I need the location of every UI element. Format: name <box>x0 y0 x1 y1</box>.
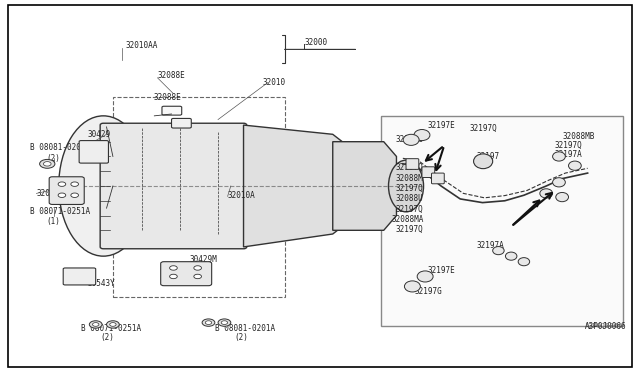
Circle shape <box>90 321 102 328</box>
Text: 32088E: 32088E <box>157 71 185 80</box>
Circle shape <box>170 266 177 270</box>
Circle shape <box>202 319 215 326</box>
Text: 32197A: 32197A <box>554 150 582 159</box>
Text: 32197Q: 32197Q <box>395 184 423 193</box>
FancyBboxPatch shape <box>406 159 419 169</box>
Text: 32197E: 32197E <box>427 121 455 129</box>
Ellipse shape <box>414 129 430 141</box>
Ellipse shape <box>552 178 565 187</box>
Circle shape <box>58 193 66 198</box>
Text: 32197Q: 32197Q <box>395 205 423 214</box>
Text: B 08071-0251A: B 08071-0251A <box>81 324 141 333</box>
Text: B 08071-0251A: B 08071-0251A <box>30 207 90 217</box>
Circle shape <box>109 323 116 326</box>
Ellipse shape <box>493 247 504 255</box>
Ellipse shape <box>59 116 148 256</box>
Ellipse shape <box>568 161 581 170</box>
Text: (2): (2) <box>100 333 114 342</box>
Circle shape <box>71 193 79 198</box>
Text: 32088M: 32088M <box>395 174 423 183</box>
Ellipse shape <box>506 252 517 260</box>
Text: 32197Q: 32197Q <box>395 225 423 234</box>
FancyBboxPatch shape <box>49 177 84 205</box>
Text: 32010: 32010 <box>262 78 286 87</box>
Text: (2): (2) <box>46 154 60 163</box>
Text: 30429: 30429 <box>88 130 111 139</box>
FancyBboxPatch shape <box>172 118 191 128</box>
Text: 32197Q: 32197Q <box>554 141 582 150</box>
Circle shape <box>205 321 212 324</box>
Text: 32197E: 32197E <box>427 266 455 275</box>
Ellipse shape <box>403 134 419 145</box>
Text: 32197Q: 32197Q <box>395 163 423 172</box>
Text: B 08081-0201A: B 08081-0201A <box>215 324 275 333</box>
Text: 32088U: 32088U <box>395 195 423 203</box>
Text: 32010AA: 32010AA <box>125 41 158 50</box>
Circle shape <box>58 182 66 186</box>
Circle shape <box>221 321 228 324</box>
Circle shape <box>170 274 177 279</box>
Text: 32000: 32000 <box>304 38 327 46</box>
Text: (2): (2) <box>234 333 248 342</box>
Ellipse shape <box>540 189 552 198</box>
Text: 30543Y: 30543Y <box>88 279 115 288</box>
Text: 32197: 32197 <box>476 152 499 161</box>
Text: 32088MB: 32088MB <box>562 132 595 141</box>
Text: 32197Q: 32197Q <box>470 124 497 133</box>
Text: A3P0J0066: A3P0J0066 <box>584 323 623 329</box>
FancyBboxPatch shape <box>63 268 96 285</box>
Ellipse shape <box>404 281 420 292</box>
Ellipse shape <box>518 258 530 266</box>
FancyBboxPatch shape <box>162 106 182 115</box>
Text: 32197G: 32197G <box>414 287 442 296</box>
Polygon shape <box>244 125 352 247</box>
Bar <box>381 116 623 326</box>
Circle shape <box>218 319 231 326</box>
Circle shape <box>71 182 79 186</box>
Polygon shape <box>333 142 396 230</box>
FancyBboxPatch shape <box>431 173 444 184</box>
Text: 32197G: 32197G <box>395 135 423 144</box>
Text: 30429M: 30429M <box>189 255 217 264</box>
Circle shape <box>194 274 202 279</box>
Ellipse shape <box>552 152 565 161</box>
Bar <box>113 97 285 297</box>
Text: 32088MA: 32088MA <box>392 215 424 224</box>
Circle shape <box>40 160 55 168</box>
FancyBboxPatch shape <box>79 141 108 163</box>
Text: (1): (1) <box>46 217 60 225</box>
Text: 32197A: 32197A <box>476 241 504 250</box>
Circle shape <box>93 323 99 326</box>
FancyBboxPatch shape <box>161 262 212 286</box>
Text: A3P0J0066: A3P0J0066 <box>584 322 626 331</box>
Ellipse shape <box>388 160 424 212</box>
Ellipse shape <box>417 271 433 282</box>
Circle shape <box>44 161 51 166</box>
Circle shape <box>106 321 119 328</box>
Circle shape <box>194 266 202 270</box>
Text: B 08081-0201A: B 08081-0201A <box>30 143 90 152</box>
FancyBboxPatch shape <box>100 123 246 249</box>
Text: 32010A: 32010A <box>228 191 255 200</box>
Text: 32010AA: 32010AA <box>36 189 69 198</box>
Text: 32088E: 32088E <box>153 93 180 102</box>
Ellipse shape <box>556 192 568 202</box>
FancyBboxPatch shape <box>422 167 435 177</box>
Ellipse shape <box>474 154 493 169</box>
